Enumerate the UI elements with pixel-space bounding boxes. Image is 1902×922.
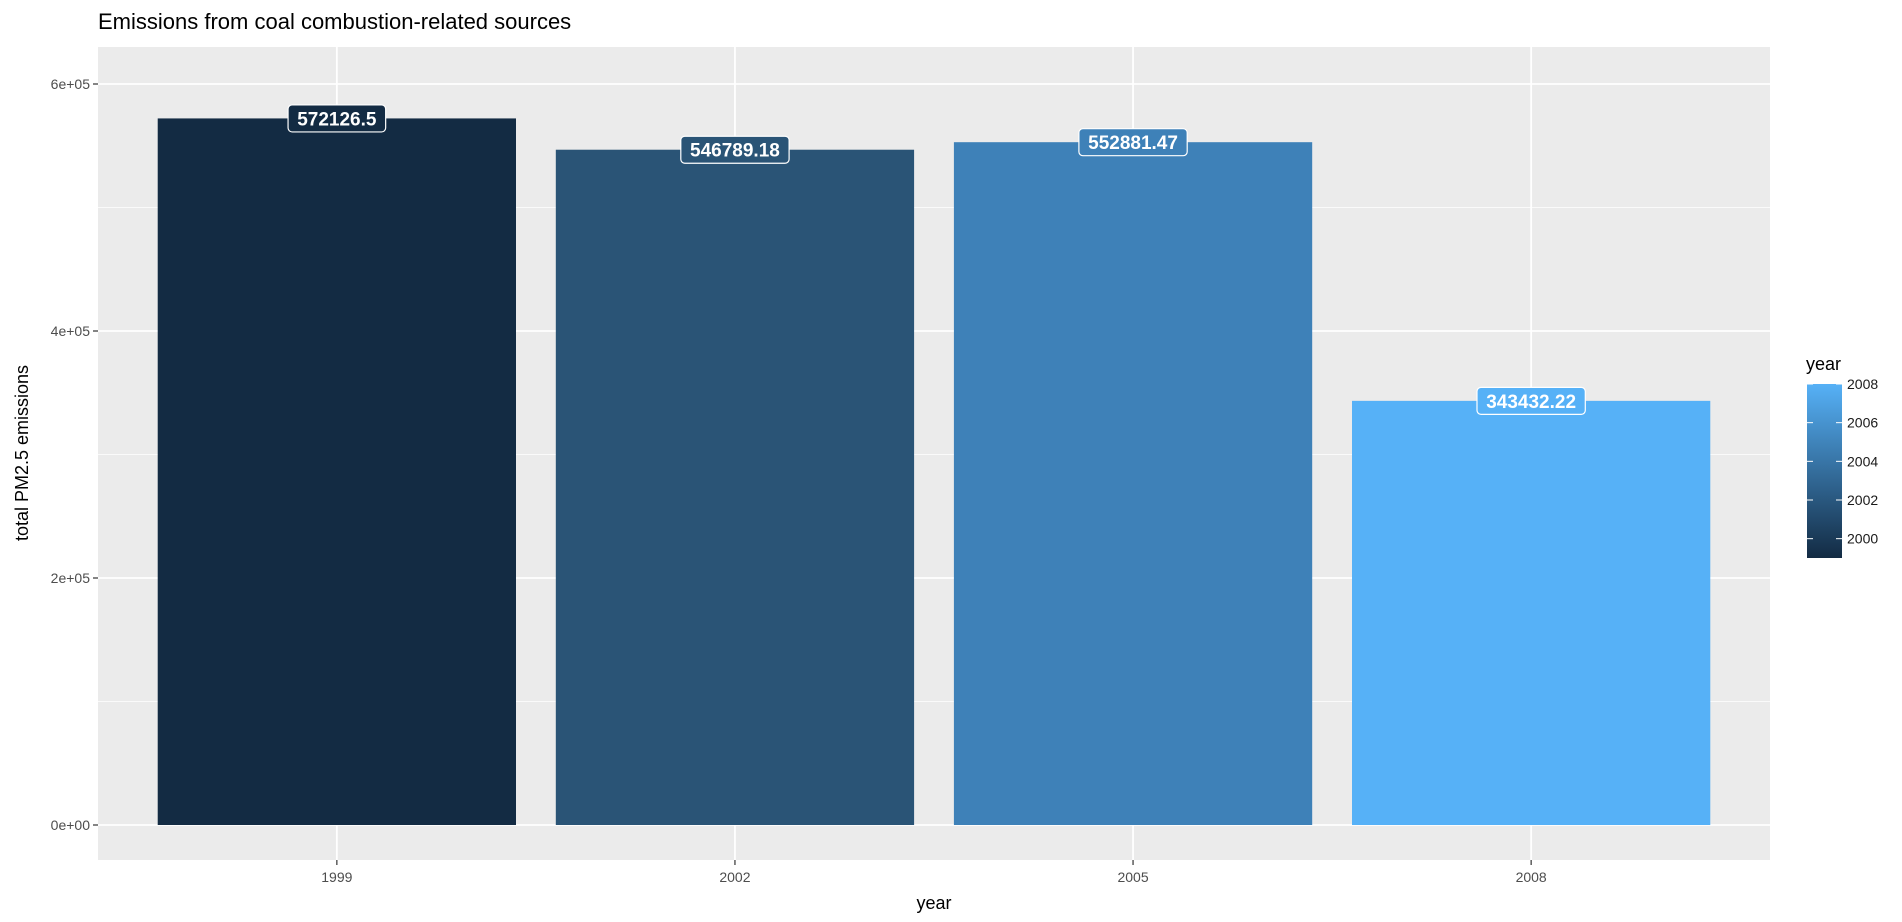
y-tick-label: 2e+05 — [51, 570, 91, 586]
x-axis-title: year — [916, 893, 951, 913]
chart-title: Emissions from coal combustion-related s… — [98, 9, 571, 34]
legend-label: 2002 — [1847, 492, 1878, 508]
bar-value-label-box — [1476, 386, 1586, 415]
y-axis: 0e+00 2e+05 4e+05 6e+05 — [51, 76, 98, 833]
legend-label: 2006 — [1847, 415, 1878, 431]
x-tick-label: 1999 — [321, 869, 352, 885]
x-tick-label: 2008 — [1516, 869, 1547, 885]
bar-2005 — [953, 142, 1313, 825]
bar-value-label: 572126.5 — [287, 104, 387, 133]
legend-title: year — [1806, 354, 1841, 374]
legend: year 2000 2002 2004 2006 2008 — [1806, 354, 1878, 558]
x-axis: 1999 2002 2005 2008 — [321, 860, 1547, 885]
legend-label: 2004 — [1847, 453, 1878, 469]
legend-label: 2008 — [1847, 376, 1878, 392]
x-tick-label: 2005 — [1117, 869, 1148, 885]
bar-value-label-box — [680, 135, 790, 164]
bar-value-label-text: 572126.5 — [297, 109, 377, 130]
bar-2008 — [1352, 400, 1711, 825]
bar-value-label-text: 552881.47 — [1088, 133, 1178, 154]
bars — [157, 118, 1711, 826]
x-tick-label: 2002 — [719, 869, 750, 885]
y-tick-label: 4e+05 — [51, 323, 91, 339]
bar-value-label: 552881.47 — [1078, 128, 1188, 157]
legend-label: 2000 — [1847, 531, 1878, 547]
bar-1999 — [157, 118, 516, 826]
bar-value-label-text: 546789.18 — [690, 141, 780, 162]
y-tick-label: 0e+00 — [51, 817, 91, 833]
legend-ticks: 2000 2002 2004 2006 2008 — [1807, 376, 1878, 547]
bar-value-label: 343432.22 — [1476, 386, 1586, 415]
bar-value-label-box — [287, 104, 387, 133]
y-tick-label: 6e+05 — [51, 76, 91, 92]
bar-value-labels: 572126.5 546789.18 552881.47 343432.22 — [287, 104, 1586, 415]
bar-2002 — [555, 149, 915, 826]
bar-value-label-box — [1078, 128, 1188, 157]
legend-colorbar — [1807, 384, 1842, 558]
y-axis-title: total PM2.5 emissions — [12, 365, 32, 541]
bar-value-label-text: 343432.22 — [1486, 392, 1576, 413]
bar-value-label: 546789.18 — [680, 135, 790, 164]
